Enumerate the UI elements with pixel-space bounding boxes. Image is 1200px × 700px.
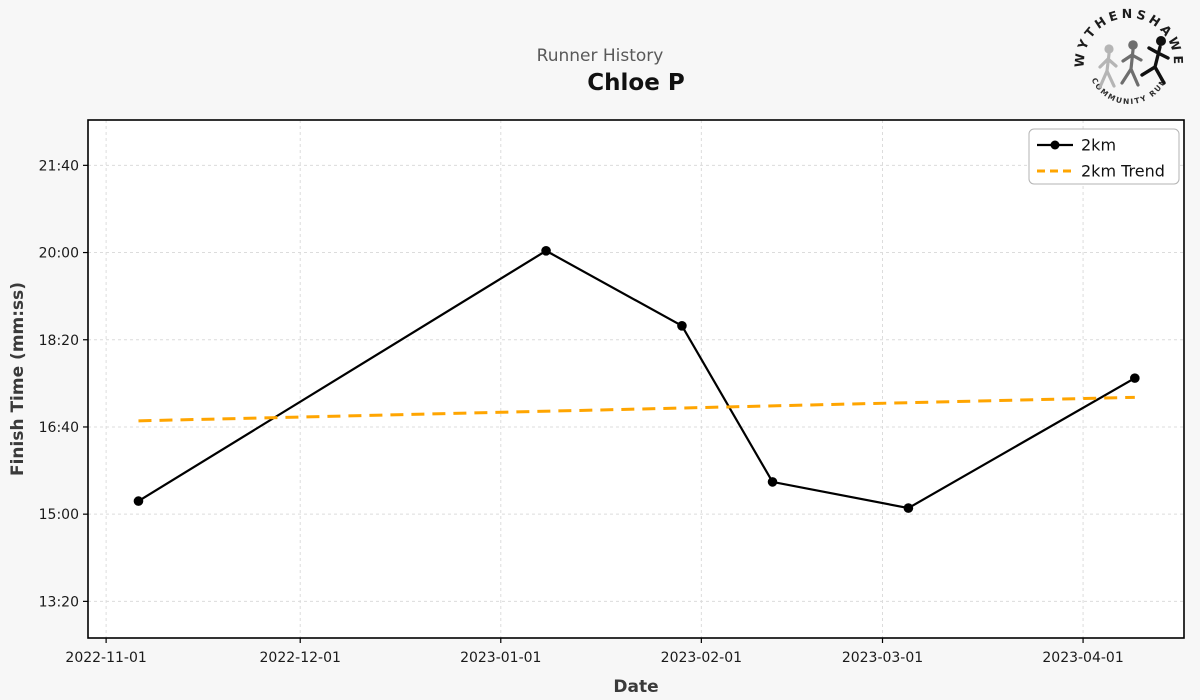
series-line-2km-trend (138, 395, 1135, 423)
x-tick-label: 2022-12-01 (260, 650, 341, 666)
legend: 2km 2km Trend (1028, 128, 1180, 185)
plot-area (88, 120, 1184, 638)
y-tick-label: 16:40 (39, 420, 79, 436)
x-tick-label: 2023-04-01 (1042, 650, 1123, 666)
runner-silhouette-sprinting (1140, 36, 1170, 85)
y-tick-label: 15:00 (39, 507, 79, 523)
chart-title: Chloe P (587, 70, 685, 96)
plot-border (87, 119, 1185, 639)
y-tick-label: 20:00 (39, 246, 79, 262)
club-logo: WYTHENSHAWE COMMUNITY RUN (1071, 6, 1182, 106)
runner-silhouette-walking (1098, 44, 1118, 89)
legend-entry: 2km (1037, 136, 1116, 155)
x-tick-label: 2022-11-01 (65, 650, 146, 666)
y-tick-label: 21:40 (39, 158, 79, 174)
legend-sample-marker (1050, 140, 1060, 150)
legend-entry: 2km Trend (1037, 162, 1165, 181)
y-tick-label: 18:20 (39, 333, 79, 349)
data-point-marker (903, 503, 914, 513)
data-point-marker (133, 496, 144, 506)
chart-subtitle: Runner History (536, 46, 664, 66)
x-tick-label: 2023-02-01 (661, 650, 742, 666)
x-tick-label: 2023-01-01 (460, 650, 541, 666)
runner-history-chart: Date Finish Time (mm:ss) 2022-11-01 2022-… (8, 119, 1185, 697)
y-tick-label: 13:20 (39, 594, 79, 610)
x-tick-label: 2023-03-01 (842, 650, 923, 666)
y-axis-label: Finish Time (mm:ss) (8, 282, 28, 476)
data-point-marker (767, 477, 778, 487)
data-point-marker (677, 321, 687, 331)
legend-label: 2km Trend (1081, 162, 1165, 181)
data-point-marker (541, 246, 551, 256)
legend-label: 2km (1081, 136, 1116, 155)
runner-silhouette-jogging (1120, 40, 1143, 87)
x-axis-label: Date (613, 677, 658, 697)
series-line-2km (137, 249, 1136, 510)
data-point-marker (1130, 373, 1140, 383)
